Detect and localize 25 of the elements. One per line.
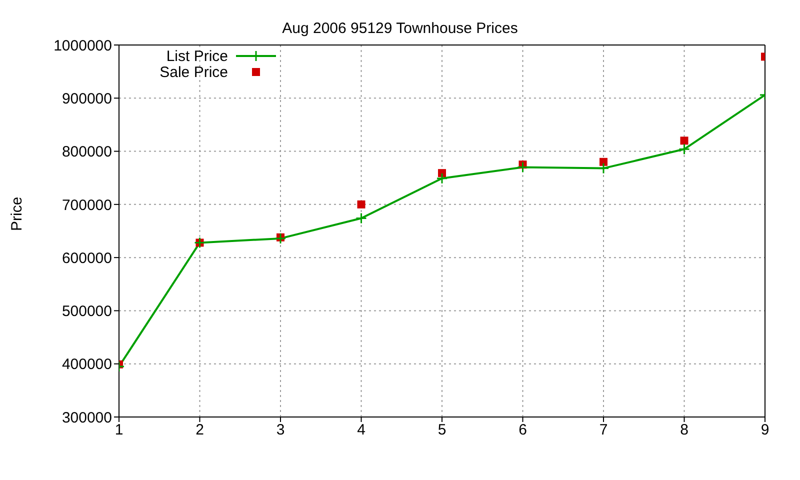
x-tick-label: 6 — [518, 422, 527, 439]
y-tick-label: 800000 — [62, 144, 112, 161]
y-tick-label: 900000 — [62, 90, 112, 108]
x-tick-label: 8 — [680, 422, 688, 439]
x-tick-label: 4 — [357, 422, 366, 439]
x-tick-label: 2 — [196, 422, 204, 439]
y-tick-label: 1000000 — [54, 37, 112, 54]
point — [680, 136, 688, 145]
x-tick-label: 7 — [599, 422, 608, 439]
point — [600, 158, 608, 166]
x-tick-label: 5 — [438, 422, 446, 439]
x-tick-label: 9 — [760, 422, 770, 439]
chart-title: Aug 2006 95129 Townhouse Prices — [281, 20, 519, 37]
x-tick-label: 3 — [276, 422, 285, 439]
point — [438, 169, 446, 178]
legend-label: List Price — [165, 48, 228, 64]
y-tick-label: 500000 — [62, 303, 112, 320]
point — [357, 200, 366, 208]
legend-label: Sale Price — [158, 64, 228, 80]
y-tick-label: 700000 — [62, 196, 112, 214]
y-axis-title: Price — [8, 196, 26, 231]
y-tick-label: 600000 — [62, 250, 112, 267]
x-tick-label: 1 — [114, 422, 124, 439]
y-tick-label: 300000 — [62, 409, 112, 426]
y-tick-label: 400000 — [62, 356, 112, 374]
